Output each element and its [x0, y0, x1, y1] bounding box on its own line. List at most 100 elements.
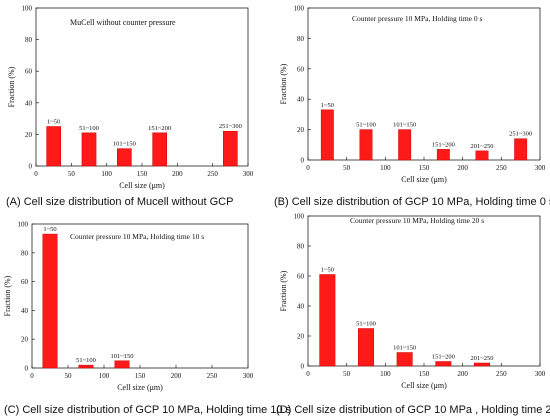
x-tick-label: 0 — [306, 164, 310, 172]
x-tick-label: 150 — [137, 170, 148, 178]
y-tick-label: 40 — [297, 303, 305, 311]
y-tick-label: 60 — [297, 65, 305, 73]
y-axis-label: Fraction (%) — [3, 275, 12, 316]
y-tick-label: 20 — [21, 336, 29, 344]
bar-label: 51~100 — [356, 321, 376, 328]
bar-label: 51~100 — [356, 122, 376, 129]
x-axis-label: Cell size (μm) — [117, 383, 163, 392]
x-tick-label: 300 — [535, 164, 546, 172]
bar-label: 51~100 — [79, 125, 99, 132]
bar-label: 251~300 — [509, 131, 532, 138]
y-axis-label: Fraction (%) — [279, 63, 288, 104]
y-tick-label: 80 — [297, 35, 305, 43]
y-tick-label: 0 — [25, 365, 29, 373]
chart-panel-a: MuCell without counter pressure 0 20 40 60 80… — [7, 5, 254, 191]
chart-title: Counter pressure 10 MPa, Holding time 10… — [70, 232, 204, 241]
chart-title: Counter pressure 10 MPa, Holding time 20… — [350, 216, 484, 225]
x-tick-label: 100 — [380, 164, 391, 172]
y-tick-label: 0 — [29, 163, 33, 171]
y-tick-label: 100 — [294, 213, 305, 221]
x-tick-label: 300 — [535, 370, 546, 378]
bar-251~300 — [223, 130, 238, 167]
bar-251~300 — [514, 138, 528, 161]
bar-label: 1~50 — [43, 226, 56, 233]
x-tick-label: 0 — [306, 370, 310, 378]
x-tick-label: 100 — [380, 370, 391, 378]
y-tick-label: 60 — [21, 278, 29, 286]
bar-label: 201~250 — [470, 143, 493, 150]
x-tick-label: 150 — [419, 370, 430, 378]
bar-label: 101~150 — [110, 353, 133, 360]
bar-label: 1~50 — [321, 267, 334, 274]
chart-panel-d: Counter pressure 10 MPa, Holding time 20… — [279, 213, 546, 391]
bar-label: 251~300 — [219, 123, 242, 130]
chart-panel-b: Counter pressure 10 MPa, Holding time 0 … — [279, 5, 546, 185]
x-tick-label: 0 — [34, 170, 38, 178]
bar-51~100 — [358, 328, 374, 367]
bar-201~250 — [475, 150, 489, 161]
y-tick-label: 100 — [294, 5, 305, 13]
bar-label: 101~150 — [393, 345, 416, 352]
x-tick-label: 50 — [65, 372, 73, 380]
bar-label: 201~250 — [470, 355, 493, 362]
x-tick-label: 50 — [343, 370, 351, 378]
x-axis-label: Cell size (μm) — [401, 175, 447, 184]
y-tick-label: 100 — [18, 221, 29, 229]
x-tick-label: 0 — [30, 372, 34, 380]
x-tick-label: 250 — [207, 372, 218, 380]
bar-51~100 — [78, 364, 94, 369]
x-tick-label: 300 — [243, 170, 254, 178]
bar-label: 151~200 — [432, 354, 455, 361]
bar-label: 151~200 — [432, 141, 455, 148]
bar-101~150 — [117, 148, 132, 167]
caption-panel-c: (C) Cell size distribution of GCP 10 MPa… — [4, 404, 292, 416]
y-tick-label: 0 — [301, 157, 305, 165]
bar-101~150 — [396, 352, 413, 367]
x-tick-label: 100 — [99, 372, 110, 380]
bar-label: 1~50 — [321, 102, 334, 109]
caption-panel-b: (B) Cell size distribution of GCP 10 MPa… — [274, 196, 550, 208]
y-tick-label: 60 — [25, 68, 33, 76]
x-tick-label: 150 — [135, 372, 146, 380]
y-axis-label: Fraction (%) — [7, 66, 16, 107]
y-tick-label: 20 — [297, 126, 305, 134]
y-tick-label: 80 — [297, 243, 305, 251]
bar-label: 51~100 — [76, 357, 96, 364]
bar-51~100 — [359, 129, 373, 161]
x-axis-label: Cell size (μm) — [401, 381, 447, 390]
y-tick-label: 60 — [297, 273, 305, 281]
x-tick-label: 200 — [457, 164, 468, 172]
bar-151~200 — [435, 361, 452, 367]
y-tick-label: 80 — [25, 36, 33, 44]
bar-1~50 — [319, 274, 336, 367]
caption-panel-d: (D) Cell size distribution of GCP 10 MPa… — [276, 404, 550, 416]
bar-201~250 — [474, 362, 490, 367]
bar-label: 151~200 — [148, 125, 171, 132]
bar-1~50 — [42, 233, 58, 369]
bar-label: 101~150 — [393, 122, 416, 129]
x-tick-label: 250 — [207, 170, 218, 178]
x-tick-label: 200 — [172, 170, 183, 178]
chart-title: MuCell without counter pressure — [70, 18, 176, 27]
x-tick-label: 50 — [68, 170, 76, 178]
bar-101~150 — [398, 129, 412, 161]
bar-label: 1~50 — [47, 119, 60, 126]
y-tick-label: 80 — [21, 249, 29, 257]
plot-frame — [307, 7, 541, 161]
x-tick-label: 100 — [101, 170, 112, 178]
y-tick-label: 40 — [21, 307, 29, 315]
bar-51~100 — [81, 132, 97, 167]
y-tick-label: 0 — [301, 363, 305, 371]
y-tick-label: 100 — [22, 5, 33, 13]
x-tick-label: 250 — [496, 164, 507, 172]
plot-frame — [307, 215, 541, 367]
y-axis-label: Fraction (%) — [279, 270, 288, 311]
bar-151~200 — [436, 149, 450, 161]
y-tick-label: 40 — [25, 99, 33, 107]
x-tick-label: 200 — [457, 370, 468, 378]
y-tick-label: 20 — [25, 131, 33, 139]
x-axis-label: Cell size (μm) — [119, 181, 165, 190]
bar-1~50 — [46, 126, 61, 167]
chart-title: Counter pressure 10 MPa, Holding time 0 … — [352, 14, 482, 23]
x-tick-label: 200 — [171, 372, 182, 380]
